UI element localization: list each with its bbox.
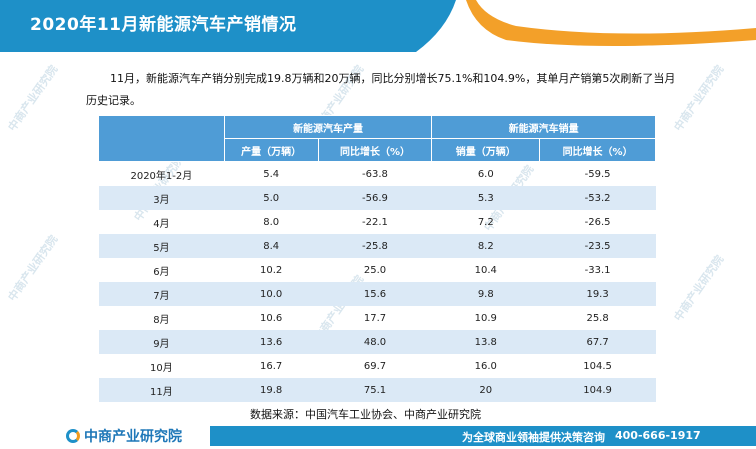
header-banner: 2020年11月新能源汽车产销情况 <box>0 0 756 52</box>
sales-volume-cell: 5.3 <box>431 186 540 210</box>
production-volume-header: 产量（万辆） <box>223 138 319 162</box>
sales-volume-cell: 7.2 <box>477 216 494 228</box>
sales-volume-cell: 13.8 <box>431 330 540 354</box>
sales-table: 新能源汽车产量 新能源汽车销量 产量（万辆） 同比增长（%） 销量（万辆） 同比… <box>98 115 656 402</box>
sales-growth-cell: -23.5 <box>539 234 656 258</box>
footer-bar <box>210 426 756 446</box>
production-volume-cell: 10.0 <box>224 282 319 306</box>
sales-volume-cell: 20 <box>431 378 540 402</box>
table-row: 8月 10.6 17.7 10.9 25.8 <box>99 306 656 330</box>
table-row: 10月 16.7 69.7 16.0 104.5 <box>99 354 656 378</box>
production-volume-cell: 5.0 <box>224 186 319 210</box>
production-volume-cell: 5.4 <box>263 168 280 180</box>
table-row: 4月 8.0 -22.1 7.2 -26.5 <box>99 210 656 234</box>
sales-volume-cell: 10.4 <box>474 264 497 276</box>
watermark: 中商产业研究院 <box>5 63 61 134</box>
sales-growth-cell: 104.9 <box>539 378 656 402</box>
sales-volume-cell: 10.9 <box>474 312 497 324</box>
sales-growth-cell: 67.7 <box>539 330 656 354</box>
sales-growth-header: 同比增长（%） <box>539 138 656 162</box>
production-volume-cell: 8.0 <box>263 216 280 228</box>
table-row: 9月 13.6 48.0 13.8 67.7 <box>98 330 656 354</box>
sales-growth-cell: 19.3 <box>539 282 656 306</box>
intro-text: 11月，新能源汽车产销分别完成19.8万辆和20万辆，同比分别增长75.1%和1… <box>86 72 676 107</box>
company-logo: 中商产业研究院 <box>66 426 182 446</box>
sales-growth-cell: -53.2 <box>539 186 656 210</box>
footer-tagline: 为全球商业领袖提供决策咨询 <box>462 431 605 444</box>
sales-growth-cell: -26.5 <box>584 216 611 228</box>
production-growth-cell: 69.7 <box>363 360 387 372</box>
watermark: 中商产业研究院 <box>5 233 61 304</box>
month-cell: 11月 <box>98 378 225 402</box>
sales-volume-cell: 9.8 <box>431 282 540 306</box>
footer: 中商产业研究院 为全球商业领袖提供决策咨询 400-666-1917 <box>0 424 756 449</box>
production-growth-cell: -63.8 <box>362 168 388 180</box>
month-header <box>98 115 225 162</box>
production-growth-cell: 48.0 <box>318 330 432 354</box>
data-source: 数据来源：中国汽车工业协会、中商产业研究院 <box>250 408 481 421</box>
table-row: 7月 10.0 15.6 9.8 19.3 <box>98 282 656 306</box>
production-growth-cell: 17.7 <box>363 312 387 324</box>
logo-icon <box>66 429 80 443</box>
month-cell: 7月 <box>98 282 225 306</box>
production-volume-cell: 16.7 <box>260 360 283 372</box>
production-growth-cell: -22.1 <box>362 216 388 228</box>
production-group-header: 新能源汽车产量 <box>223 115 433 139</box>
sales-group-header: 新能源汽车销量 <box>431 115 656 139</box>
sales-growth-cell: 25.8 <box>586 312 609 324</box>
production-growth-cell: -25.8 <box>318 234 432 258</box>
production-growth-cell: -56.9 <box>318 186 432 210</box>
month-cell: 3月 <box>98 186 225 210</box>
month-cell: 10月 <box>150 362 173 374</box>
production-growth-cell: 25.0 <box>363 264 387 276</box>
production-volume-cell: 19.8 <box>224 378 319 402</box>
month-cell: 4月 <box>153 218 170 230</box>
logo-text: 中商产业研究院 <box>84 429 182 445</box>
intro-paragraph: 11月，新能源汽车产销分别完成19.8万辆和20万辆，同比分别增长75.1%和1… <box>86 68 686 112</box>
production-volume-cell: 8.4 <box>224 234 319 258</box>
production-growth-header: 同比增长（%） <box>317 138 433 162</box>
sales-volume-cell: 6.0 <box>477 168 494 180</box>
watermark: 中商产业研究院 <box>671 253 727 324</box>
month-cell: 2020年1-2月 <box>130 170 193 182</box>
table-body: 2020年1-2月 5.4 -63.8 6.0 -59.5 3月 5.0 -56.9 5.3 -5… <box>98 162 656 402</box>
production-growth-cell: 15.6 <box>318 282 432 306</box>
production-volume-cell: 10.2 <box>260 264 283 276</box>
table-row: 5月 8.4 -25.8 8.2 -23.5 <box>98 234 656 258</box>
page-title: 2020年11月新能源汽车产销情况 <box>30 15 297 35</box>
month-cell: 8月 <box>153 314 170 326</box>
production-growth-cell: 75.1 <box>318 378 432 402</box>
table-sub-header-row: 产量（万辆） 同比增长（%） 销量（万辆） 同比增长（%） <box>99 138 656 162</box>
production-volume-cell: 10.6 <box>260 312 283 324</box>
sales-growth-cell: 104.5 <box>583 360 612 372</box>
table-row: 11月 19.8 75.1 20 104.9 <box>98 378 656 402</box>
footer-phone: 400-666-1917 <box>615 429 701 442</box>
sales-volume-cell: 8.2 <box>431 234 540 258</box>
sales-volume-header: 销量（万辆） <box>431 138 541 162</box>
month-cell: 5月 <box>98 234 225 258</box>
table-row: 3月 5.0 -56.9 5.3 -53.2 <box>98 186 656 210</box>
table-row: 6月 10.2 25.0 10.4 -33.1 <box>99 258 656 282</box>
sales-growth-cell: -33.1 <box>584 264 611 276</box>
sales-growth-cell: -59.5 <box>584 168 611 180</box>
month-cell: 9月 <box>98 330 225 354</box>
table-row: 2020年1-2月 5.4 -63.8 6.0 -59.5 <box>99 162 656 187</box>
header-accent-shape <box>416 0 756 52</box>
sales-volume-cell: 16.0 <box>474 360 497 372</box>
production-volume-cell: 13.6 <box>224 330 319 354</box>
table-group-header-row: 新能源汽车产量 新能源汽车销量 <box>98 115 656 162</box>
month-cell: 6月 <box>153 266 170 278</box>
